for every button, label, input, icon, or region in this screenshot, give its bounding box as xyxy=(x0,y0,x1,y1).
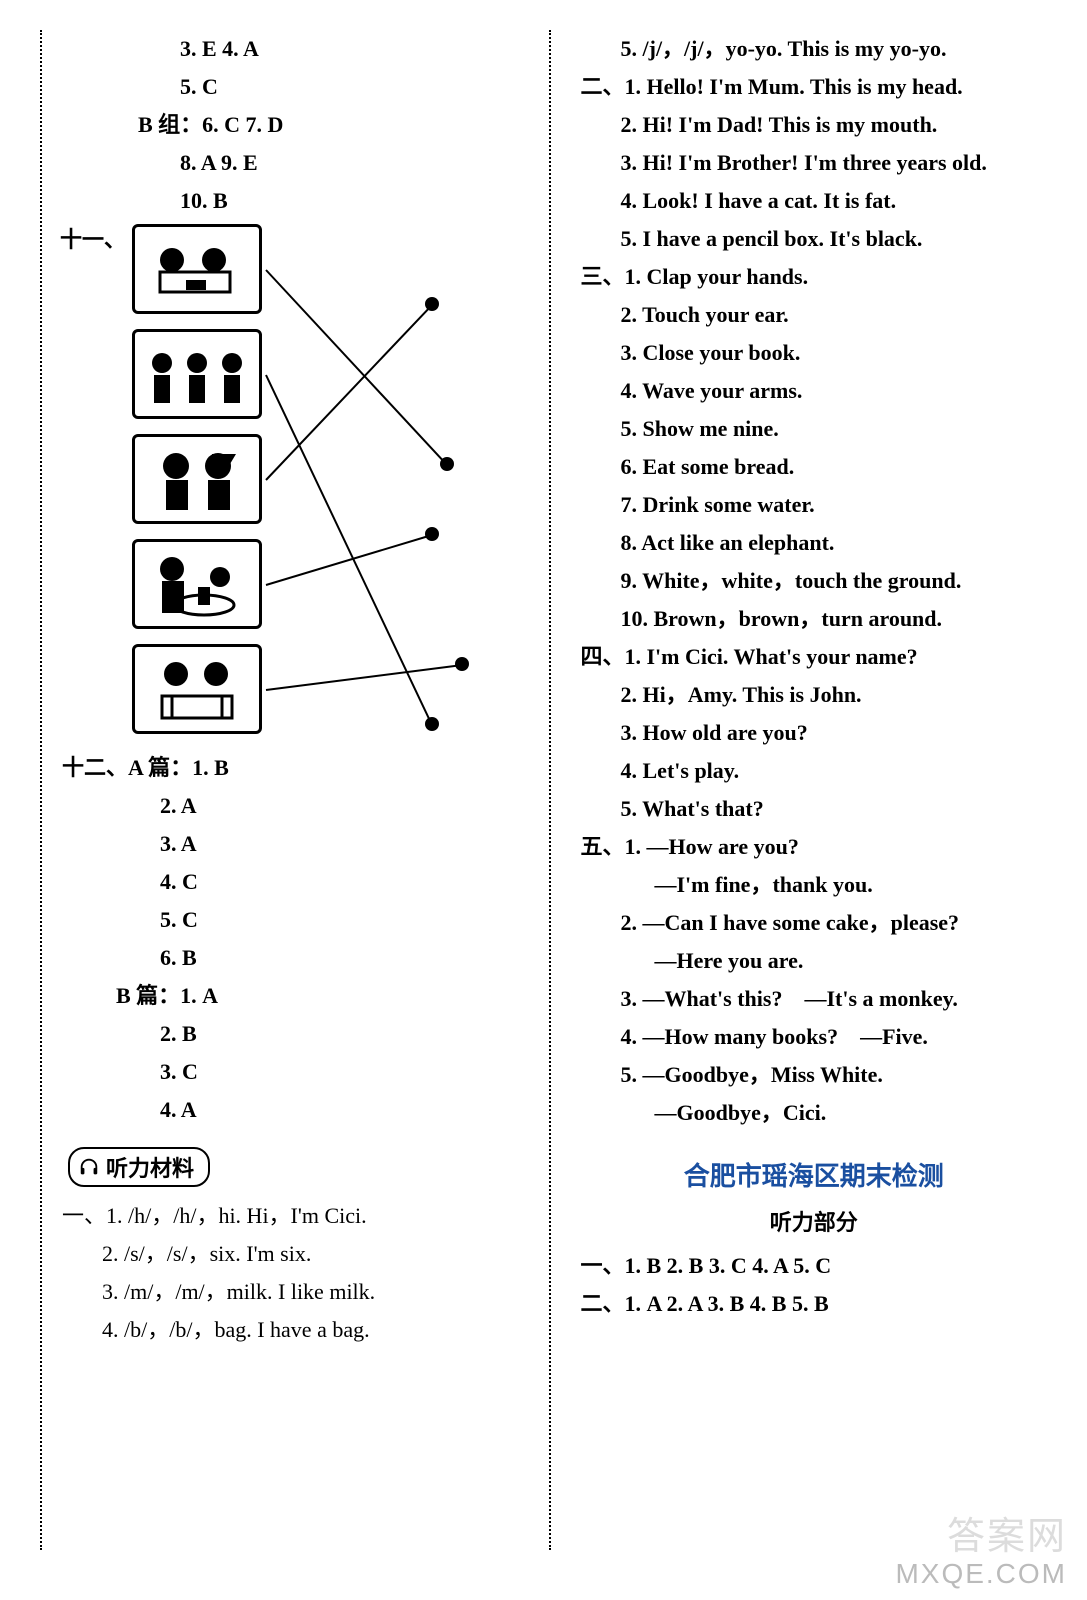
match-dot xyxy=(425,527,439,541)
page: 3. E 4. A5. CB 组：6. C 7. D8. A 9. E10. B… xyxy=(0,0,1087,1600)
text-line: 6. Eat some bread. xyxy=(581,448,1048,486)
match-dot xyxy=(425,717,439,731)
text-line: 4. Wave your arms. xyxy=(581,372,1048,410)
text-line: —I'm fine，thank you. xyxy=(581,866,1048,904)
text-line: 2. Touch your ear. xyxy=(581,296,1048,334)
text-line: 二、1. A 2. A 3. B 4. B 5. B xyxy=(581,1285,1048,1323)
top-answers: 3. E 4. A5. CB 组：6. C 7. D8. A 9. E10. B xyxy=(62,30,529,220)
text-line: 3. /m/，/m/，milk. I like milk. xyxy=(62,1273,529,1311)
text-line: 5. —Goodbye，Miss White. xyxy=(581,1056,1048,1094)
text-line: 一、1. B 2. B 3. C 4. A 5. C xyxy=(581,1247,1048,1285)
match-image-1 xyxy=(132,224,262,314)
match-image-4 xyxy=(132,539,262,629)
exam-title: 合肥市瑶海区期末检测 xyxy=(581,1156,1048,1193)
text-line: 3. A xyxy=(62,825,529,863)
text-line: 3. Hi! I'm Brother! I'm three years old. xyxy=(581,144,1048,182)
match-image-2 xyxy=(132,329,262,419)
listening-badge: 听力材料 xyxy=(68,1147,210,1187)
text-line: 8. A 9. E xyxy=(62,144,529,182)
text-line: 3. —What's this? —It's a monkey. xyxy=(581,980,1048,1018)
text-line: 四、1. I'm Cici. What's your name? xyxy=(581,638,1048,676)
listening-label: 听力材料 xyxy=(106,1151,194,1183)
text-line: 8. Act like an elephant. xyxy=(581,524,1048,562)
text-line: 5. I have a pencil box. It's black. xyxy=(581,220,1048,258)
match-line xyxy=(265,269,447,465)
text-line: —Goodbye，Cici. xyxy=(581,1094,1048,1132)
text-line: B 篇：1. A xyxy=(62,977,529,1015)
text-line: 五、1. —How are you? xyxy=(581,828,1048,866)
match-line xyxy=(266,534,433,586)
headphone-icon xyxy=(78,1156,100,1178)
match-image-3 xyxy=(132,434,262,524)
text-line: 5. Show me nine. xyxy=(581,410,1048,448)
right-lines: 5. /j/，/j/，yo-yo. This is my yo-yo.二、1. … xyxy=(581,30,1048,1132)
text-line: 5. /j/，/j/，yo-yo. This is my yo-yo. xyxy=(581,30,1048,68)
text-line: 3. How old are you? xyxy=(581,714,1048,752)
text-line: 3. C xyxy=(62,1053,529,1091)
match-dot xyxy=(425,297,439,311)
section-12: 十二、A 篇：1. B2. A3. A4. C5. C6. BB 篇：1. A2… xyxy=(62,749,529,1129)
listening-material: 一、1. /h/，/h/，hi. Hi，I'm Cici.2. /s/，/s/，… xyxy=(62,1197,529,1349)
left-column: 3. E 4. A5. CB 组：6. C 7. D8. A 9. E10. B… xyxy=(40,30,549,1550)
text-line: 4. Let's play. xyxy=(581,752,1048,790)
text-line: 7. Drink some water. xyxy=(581,486,1048,524)
match-line xyxy=(265,304,432,480)
text-line: 4. —How many books? —Five. xyxy=(581,1018,1048,1056)
text-line: 6. B xyxy=(62,939,529,977)
match-dot xyxy=(455,657,469,671)
match-dot xyxy=(440,457,454,471)
text-line: 二、1. Hello! I'm Mum. This is my head. xyxy=(581,68,1048,106)
exam-subtitle: 听力部分 xyxy=(581,1205,1048,1237)
text-line: 5. C xyxy=(62,901,529,939)
text-line: 2. Hi，Amy. This is John. xyxy=(581,676,1048,714)
text-line: 2. Hi! I'm Dad! This is my mouth. xyxy=(581,106,1048,144)
text-line: 2. A xyxy=(62,787,529,825)
text-line: 4. C xyxy=(62,863,529,901)
match-image-5 xyxy=(132,644,262,734)
text-line: 2. /s/，/s/，six. I'm six. xyxy=(62,1235,529,1273)
text-line: 3. Close your book. xyxy=(581,334,1048,372)
matching-exercise: 十一、 xyxy=(62,224,529,749)
text-line: 2. B xyxy=(62,1015,529,1053)
text-line: 5. What's that? xyxy=(581,790,1048,828)
text-line: —Here you are. xyxy=(581,942,1048,980)
match-line xyxy=(266,664,462,691)
bottom-answers: 一、1. B 2. B 3. C 4. A 5. C二、1. A 2. A 3.… xyxy=(581,1247,1048,1323)
section-11-label: 十一、 xyxy=(60,222,126,254)
text-line: 4. Look! I have a cat. It is fat. xyxy=(581,182,1048,220)
text-line: 5. C xyxy=(62,68,529,106)
text-line: 3. E 4. A xyxy=(62,30,529,68)
text-line: 10. Brown，brown，turn around. xyxy=(581,600,1048,638)
right-column: 5. /j/，/j/，yo-yo. This is my yo-yo.二、1. … xyxy=(549,30,1048,1550)
text-line: 4. /b/，/b/，bag. I have a bag. xyxy=(62,1311,529,1349)
text-line: 9. White，white，touch the ground. xyxy=(581,562,1048,600)
text-line: 10. B xyxy=(62,182,529,220)
text-line: 2. —Can I have some cake，please? xyxy=(581,904,1048,942)
text-line: 十二、A 篇：1. B xyxy=(62,749,529,787)
text-line: 三、1. Clap your hands. xyxy=(581,258,1048,296)
text-line: 一、1. /h/，/h/，hi. Hi，I'm Cici. xyxy=(62,1197,529,1235)
text-line: B 组：6. C 7. D xyxy=(62,106,529,144)
text-line: 4. A xyxy=(62,1091,529,1129)
